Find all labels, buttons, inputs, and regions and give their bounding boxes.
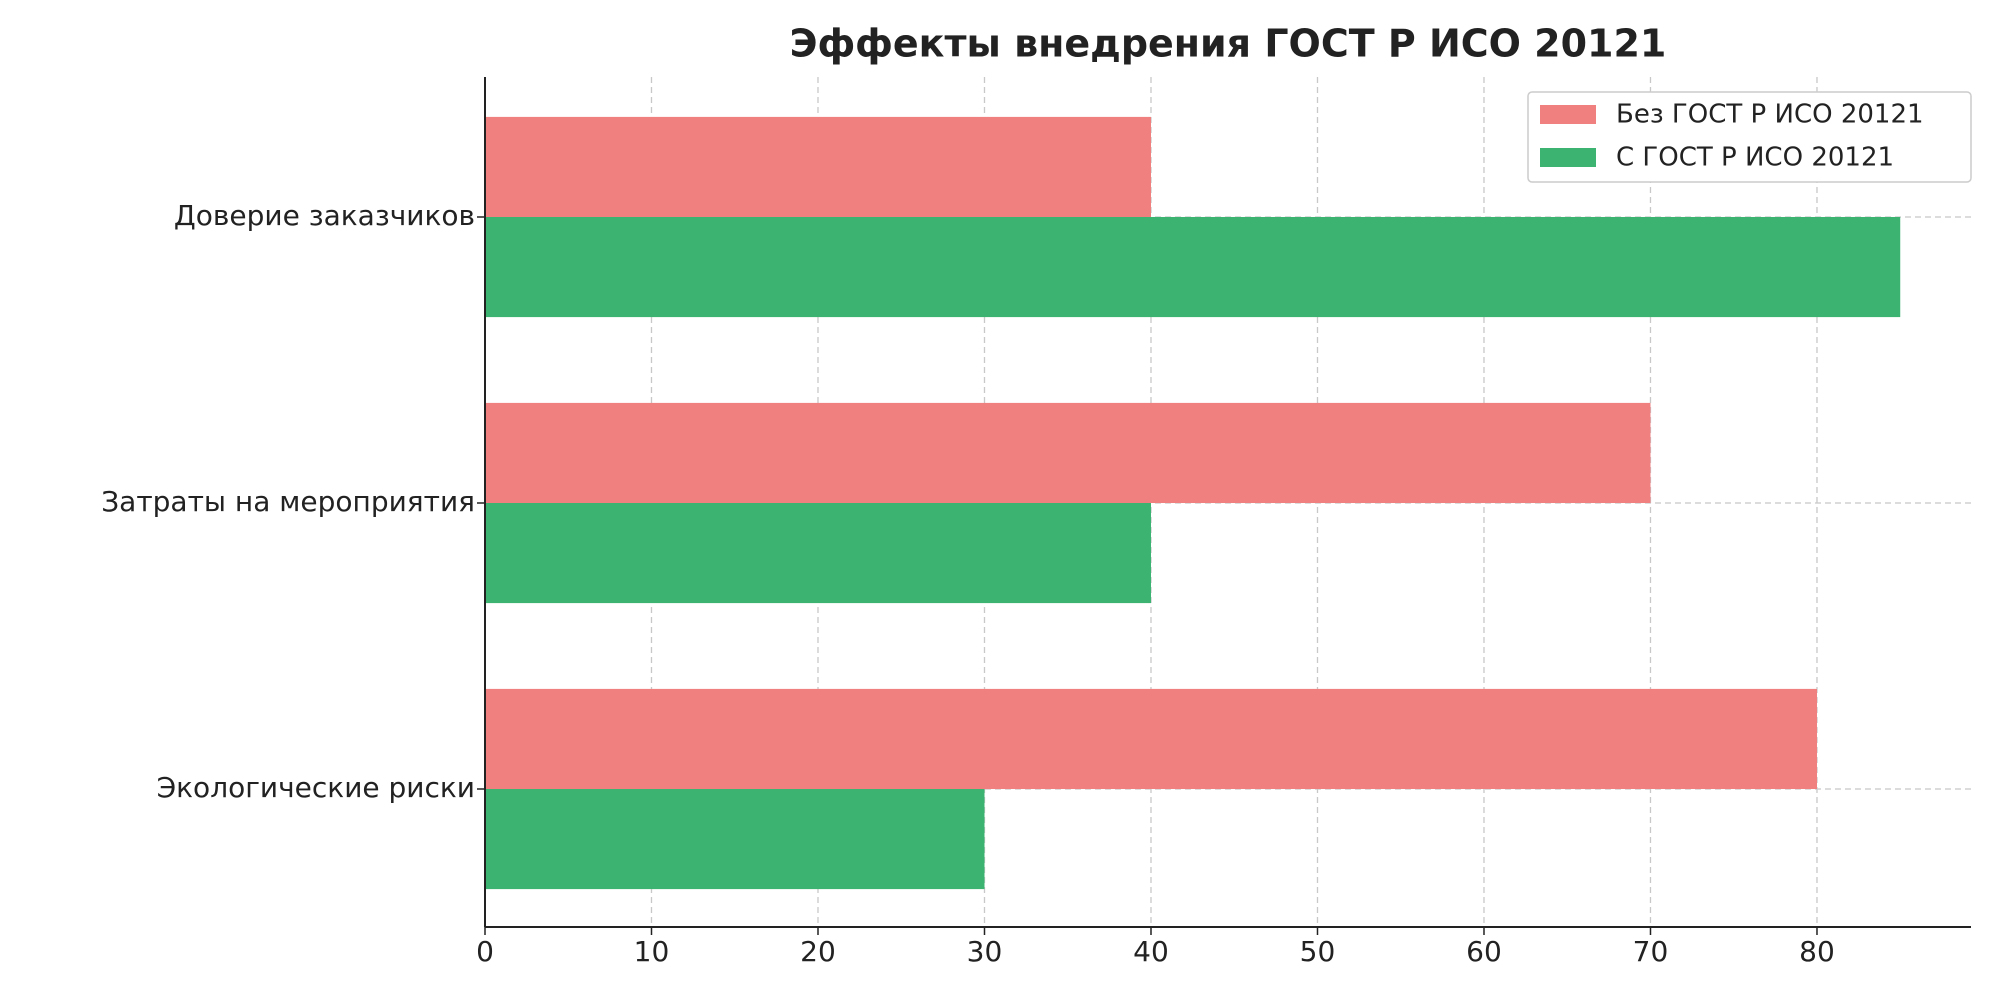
legend-label: С ГОСТ Р ИСО 20121 [1616, 143, 1894, 173]
x-tick-label: 10 [634, 935, 670, 968]
bar [485, 402, 1651, 503]
bar [485, 217, 1901, 318]
x-tick-label: 40 [1133, 935, 1169, 968]
legend-swatch [1540, 105, 1596, 124]
y-tick-label: Экологические риски [157, 771, 475, 804]
x-tick-label: 60 [1466, 935, 1502, 968]
bar [485, 116, 1151, 217]
legend-label: Без ГОСТ Р ИСО 20121 [1616, 100, 1924, 130]
bar [485, 789, 985, 890]
bar [485, 503, 1151, 604]
legend-box [1527, 91, 1972, 183]
x-tick-label: 70 [1633, 935, 1669, 968]
x-tick-label: 0 [476, 935, 494, 968]
y-tick-label: Затраты на мероприятия [101, 485, 475, 518]
y-tick-label: Доверие заказчиков [174, 199, 475, 232]
legend-swatch [1540, 148, 1596, 167]
x-tick-label: 20 [800, 935, 836, 968]
legend: Без ГОСТ Р ИСО 20121 С ГОСТ Р ИСО 20121 [1527, 91, 1972, 183]
chart-title: Эффекты внедрения ГОСТ Р ИСО 20121 [790, 22, 1667, 66]
x-tick-label: 30 [967, 935, 1003, 968]
x-tick-label: 50 [1300, 935, 1336, 968]
x-tick-label: 80 [1799, 935, 1835, 968]
bar [485, 688, 1817, 789]
